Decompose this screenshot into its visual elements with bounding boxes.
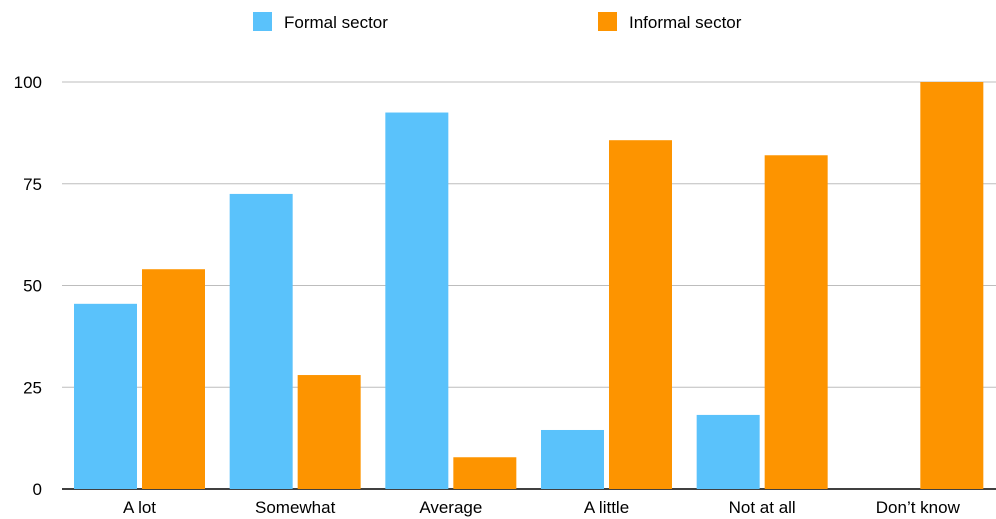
legend: Formal sector Informal sector bbox=[253, 12, 742, 32]
x-tick-label: Don’t know bbox=[876, 498, 961, 517]
legend-label-formal: Formal sector bbox=[284, 13, 388, 32]
bar-formal-1 bbox=[229, 193, 293, 490]
y-tick-label: 50 bbox=[23, 277, 42, 296]
bar-informal-0 bbox=[142, 269, 205, 489]
grid bbox=[62, 81, 996, 490]
y-axis: 0 25 50 75 100 bbox=[14, 73, 42, 499]
legend-swatch-formal bbox=[253, 12, 272, 31]
bar-informal-1 bbox=[297, 375, 361, 489]
bar-informal-3 bbox=[609, 140, 672, 490]
x-tick-label: Somewhat bbox=[255, 498, 336, 517]
bars bbox=[74, 82, 984, 490]
x-tick-label: Average bbox=[419, 498, 482, 517]
y-tick-label: 0 bbox=[33, 480, 42, 499]
x-tick-label: Not at all bbox=[729, 498, 796, 517]
bar-informal-5 bbox=[920, 82, 984, 489]
bar-formal-2 bbox=[385, 112, 449, 490]
bar-informal-2 bbox=[453, 457, 517, 489]
y-tick-label: 75 bbox=[23, 175, 42, 194]
x-tick-label: A little bbox=[584, 498, 629, 517]
y-tick-label: 25 bbox=[23, 378, 42, 397]
x-axis: A lot Somewhat Average A little Not at all Do… bbox=[123, 498, 961, 517]
legend-label-informal: Informal sector bbox=[629, 13, 742, 32]
x-tick-label: A lot bbox=[123, 498, 156, 517]
y-tick-label: 100 bbox=[14, 73, 42, 92]
bar-formal-0 bbox=[74, 303, 137, 489]
bar-formal-3 bbox=[541, 429, 604, 489]
legend-swatch-informal bbox=[598, 12, 617, 31]
bar-informal-4 bbox=[764, 155, 828, 489]
bar-formal-4 bbox=[696, 414, 760, 489]
